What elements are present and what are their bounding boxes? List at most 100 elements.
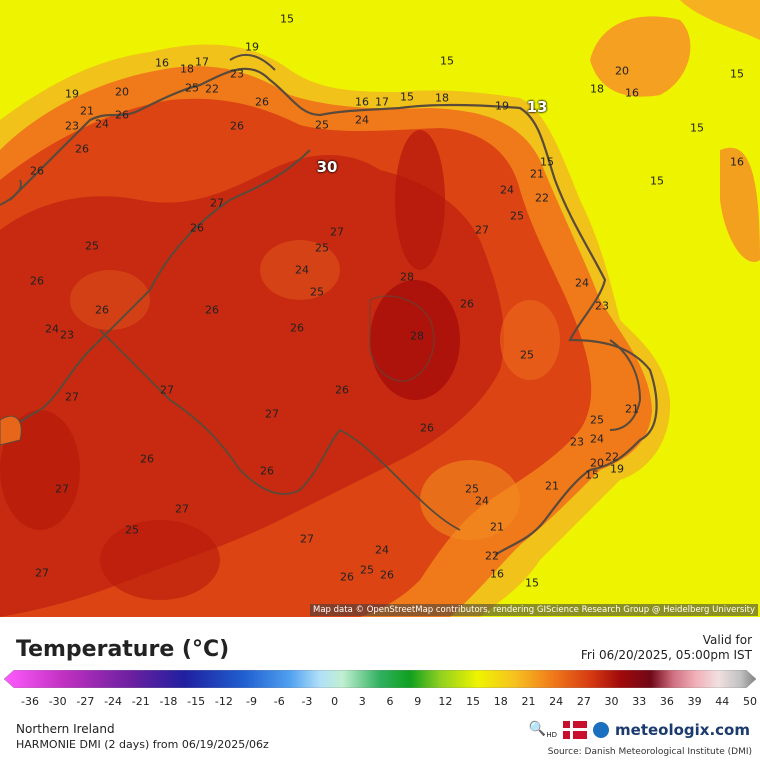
color-scale-bar [4, 670, 756, 688]
temperature-label: 26 [140, 452, 154, 466]
temperature-label: 27 [475, 223, 489, 237]
temperature-label: 26 [205, 303, 219, 317]
temperature-label: 25 [185, 81, 199, 95]
legend-panel: Temperature (°C) Valid for Fri 06/20/202… [0, 617, 760, 760]
temperature-label: 25 [360, 563, 374, 577]
scale-tick-label: 15 [466, 695, 481, 708]
temperature-label: 26 [460, 297, 474, 311]
hotspot-central [370, 280, 460, 400]
temperature-label: 19 [610, 462, 624, 476]
temperature-label: 23 [230, 67, 244, 81]
valid-time-block: Valid for Fri 06/20/2025, 05:00pm IST [581, 633, 752, 663]
temperature-label: 15 [540, 155, 554, 169]
temperature-label: 23 [65, 119, 79, 133]
temperature-label: 27 [210, 196, 224, 210]
scale-tick-label: -27 [76, 695, 95, 708]
meteologix-logo-icon [593, 722, 610, 738]
scale-tick-label: 36 [659, 695, 674, 708]
scale-tick-label: 21 [521, 695, 536, 708]
valid-label: Valid for [702, 633, 752, 647]
border-line-2 [99, 329, 461, 531]
temperature-label: 15 [730, 67, 744, 81]
scale-tick-label: -36 [21, 695, 39, 708]
temperature-label: 17 [375, 95, 389, 109]
temperature-label: 21 [625, 402, 639, 416]
land-scotland-e [720, 147, 760, 262]
scale-tick-label: -6 [273, 695, 285, 708]
temperature-label: 19 [65, 87, 79, 101]
temperature-label: 25 [520, 348, 534, 362]
temperature-label: 26 [95, 303, 109, 317]
scale-tick-label: 3 [358, 695, 366, 708]
temperature-label: 26 [335, 383, 349, 397]
scale-tick-label: 33 [632, 695, 647, 708]
scale-tick-label: 39 [687, 695, 702, 708]
temperature-label: 26 [75, 142, 89, 156]
data-source: Source: Danish Meteorological Institute … [547, 747, 752, 757]
temperature-label: 25 [315, 241, 329, 255]
scale-ticks: -36 -30 -27 -24 -21 -18 -15 -12 -9 -6 -3 0 3 6 9 12 15 18… [0, 695, 760, 711]
temperature-label: 27 [55, 482, 69, 496]
scale-tick-label: 30 [604, 695, 619, 708]
temperature-label: 19 [245, 40, 259, 54]
temperature-label: 28 [400, 270, 414, 284]
land-scotland-ne [590, 16, 691, 97]
temperature-label: 20 [590, 456, 604, 470]
temperature-label: 25 [125, 523, 139, 537]
temperature-label: 21 [530, 167, 544, 181]
hotspot-sw [100, 520, 220, 600]
temperature-label: 27 [265, 407, 279, 421]
temperature-label: 26 [230, 119, 244, 133]
temperature-label: 21 [80, 104, 94, 118]
map-attribution[interactable]: Map data © OpenStreetMap contributors, r… [310, 604, 758, 616]
temperature-label: 25 [85, 239, 99, 253]
temperature-label: 16 [355, 95, 369, 109]
temperature-label: 15 [650, 174, 664, 188]
temperature-label: 24 [355, 113, 369, 127]
brand-name[interactable]: meteologix.com [615, 721, 750, 739]
temperature-label: 26 [115, 108, 129, 122]
temperature-label: 26 [380, 568, 394, 582]
temperature-label: 25 [590, 413, 604, 427]
temperature-label: 27 [175, 502, 189, 516]
temperature-label: 16 [730, 155, 744, 169]
temperature-label: 16 [625, 86, 639, 100]
scale-tick-label: -24 [104, 695, 123, 708]
temperature-label: 22 [605, 450, 619, 464]
temperature-label: 23 [570, 435, 584, 449]
hd-search-icon[interactable]: 🔍HD [528, 721, 558, 739]
temperature-label: 26 [30, 164, 44, 178]
temperature-label: 26 [260, 464, 274, 478]
temperature-label: 24 [475, 494, 489, 508]
scale-tick-label: -12 [214, 695, 233, 708]
temperature-label: 24 [45, 322, 59, 336]
temperature-label: 26 [420, 421, 434, 435]
temperature-label: 25 [465, 482, 479, 496]
scale-tick-label: 44 [715, 695, 730, 708]
temperature-label: 24 [95, 117, 109, 131]
scale-tick-label: 6 [386, 695, 394, 708]
scale-tick-label: 18 [493, 695, 508, 708]
scale-tick-label: 9 [414, 695, 422, 708]
temperature-label: 26 [190, 221, 204, 235]
danish-flag-icon [563, 721, 588, 739]
legend-title: Temperature (°C) [16, 637, 230, 662]
temperature-label: 26 [255, 95, 269, 109]
temperature-label: 21 [490, 520, 504, 534]
scale-tick-label: 0 [331, 695, 339, 708]
temperature-label: 25 [510, 209, 524, 223]
temperature-label: 15 [585, 468, 599, 482]
scale-tick-label: 27 [576, 695, 591, 708]
region-name: Northern Ireland [16, 722, 115, 736]
model-info: HARMONIE DMI (2 days) from 06/19/2025/06… [16, 738, 269, 751]
temperature-label: 27 [65, 390, 79, 404]
temperature-label: 20 [115, 85, 129, 99]
temperature-label: 15 [440, 54, 454, 68]
temperature-label: 15 [525, 576, 539, 590]
temperature-map[interactable]: 15 19 16 17 18 23 15 20 15 18 16 19 20 25 22 26 16 17 15 18… [0, 0, 760, 617]
temperature-label: 15 [690, 121, 704, 135]
temperature-label: 24 [295, 263, 309, 277]
scale-tick-label: -3 [301, 695, 313, 708]
hotspot-north [395, 130, 445, 270]
temperature-label: 27 [160, 383, 174, 397]
